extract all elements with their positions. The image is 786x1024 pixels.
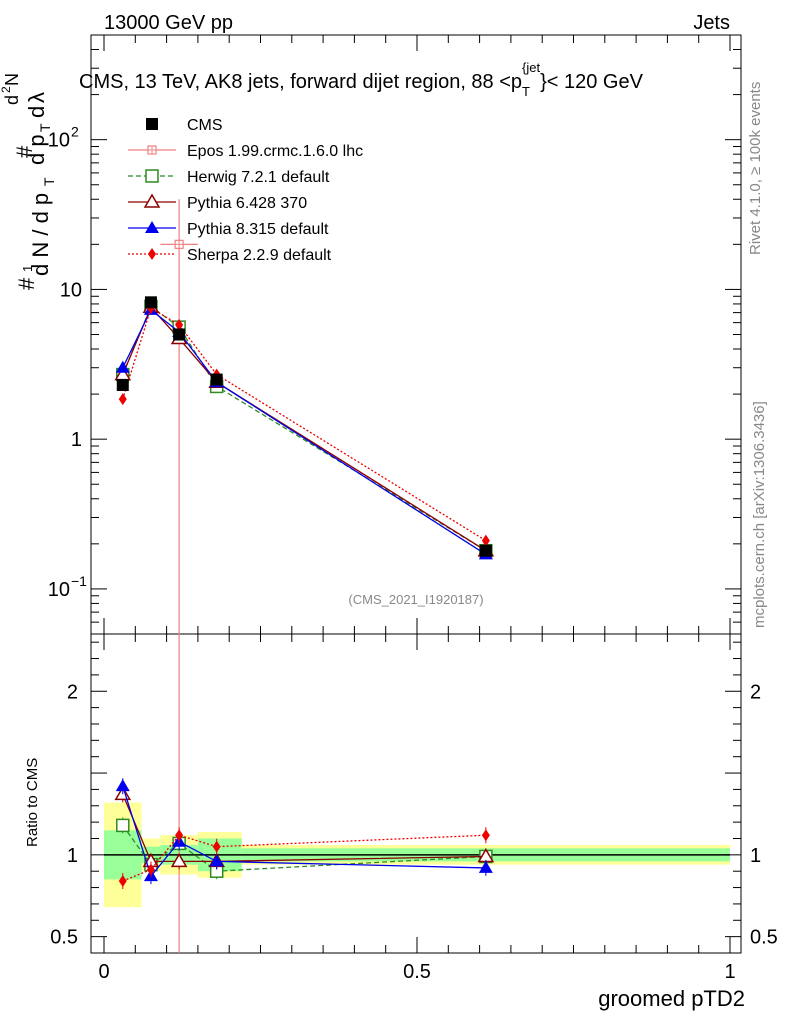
ratio-point-sherpa — [212, 840, 221, 853]
legend-marker — [143, 193, 161, 208]
series-line-pythia — [122, 308, 487, 555]
ratio-point-pythia — [478, 860, 493, 873]
ratio-y-axis-label: Ratio to CMS — [24, 758, 41, 847]
mcplots-label: mcplots.cern.ch [arXiv:1306.3436] — [751, 401, 768, 628]
ratio-point-sherpa — [146, 863, 155, 876]
legend-marker — [145, 221, 159, 233]
x-tick-label: 1 — [724, 961, 735, 983]
y-tick-label-ratio: 2 — [67, 681, 78, 703]
x-axis-label: groomed pTD2 — [598, 986, 745, 1011]
legend-entry: Epos 1.99.crmc.1.6.0 lhc — [128, 143, 363, 160]
svg-text:d N / d p: d N / d p — [28, 193, 53, 276]
data-point-cms — [210, 373, 223, 386]
y-tick-label-ratio-right: 1 — [750, 845, 761, 867]
y-tick-label-main: 10 — [48, 130, 70, 152]
point-sherpa — [175, 318, 184, 331]
svg-text:1: 1 — [20, 265, 35, 272]
legend-entry: Pythia 8.315 default — [128, 221, 329, 238]
y-tick-label-main-exponent: −1 — [71, 573, 87, 589]
y-tick-label-ratio: 0.5 — [50, 927, 78, 949]
rivet-label: Rivet 4.1.0, ≥ 100k events — [747, 82, 764, 255]
y-tick-label-ratio-right: 0.5 — [750, 927, 778, 949]
svg-text:T: T — [37, 123, 53, 132]
svg-text:CMS, 13 TeV, AK8 jets, forward: CMS, 13 TeV, AK8 jets, forward dijet reg… — [79, 60, 644, 99]
main-y-axis-label: # 1 d N / d p T # d p T d λ d 2 N — [0, 73, 57, 290]
svg-text:d p: d p — [24, 134, 49, 165]
legend-entry: Herwig 7.2.1 default — [128, 169, 330, 186]
point-pythia — [115, 360, 130, 373]
legend-marker — [148, 248, 156, 260]
svg-text:N: N — [2, 73, 22, 86]
legend-label: CMS — [187, 117, 223, 134]
legend: CMS Epos 1.99.crmc.1.6.0 lhc Herwig 7.2.1 … — [128, 117, 363, 264]
point-sherpa — [481, 534, 490, 547]
legend-marker — [145, 169, 159, 183]
point-sherpa — [118, 393, 127, 406]
svg-text:λ: λ — [24, 92, 49, 103]
legend-label: Herwig 7.2.1 default — [187, 169, 330, 186]
legend-entry: Pythia 6.428 370 — [128, 193, 307, 212]
ratio-point-sherpa — [118, 875, 127, 888]
svg-text:#: # — [14, 277, 39, 290]
ratio-panel-frame — [90, 633, 742, 954]
ratio-point-pythia — [170, 852, 188, 868]
legend-marker — [147, 145, 157, 155]
svg-text:#: # — [12, 145, 37, 158]
legend-label: Pythia 8.315 default — [187, 221, 329, 238]
point-epos — [174, 239, 184, 249]
chart-title: CMS, 13 TeV, AK8 jets, forward dijet reg… — [79, 60, 644, 99]
y-tick-label-ratio: 1 — [67, 845, 78, 867]
legend-label: Epos 1.99.crmc.1.6.0 lhc — [187, 143, 363, 160]
x-tick-label: 0 — [98, 961, 109, 983]
header-right: Jets — [693, 12, 730, 34]
data-point-cms — [116, 379, 129, 392]
main-panel — [114, 199, 495, 634]
analysis-id: (CMS_2021_I1920187) — [348, 592, 483, 607]
header-left: 13000 GeV pp — [104, 12, 233, 34]
ratio-point-sherpa — [481, 829, 490, 842]
ratio-point-pythia — [209, 854, 224, 867]
data-point-cms — [144, 296, 157, 309]
legend-marker — [146, 118, 158, 130]
x-tick-label: 0.5 — [403, 961, 431, 983]
legend-label: Sherpa 2.2.9 default — [187, 247, 332, 264]
data-point-cms — [479, 544, 492, 557]
svg-text:2: 2 — [0, 86, 13, 93]
y-tick-label-main: 10 — [60, 279, 82, 301]
ratio-point-sherpa — [175, 829, 184, 842]
ratio-point-pythia — [115, 779, 130, 792]
legend-entry: CMS — [146, 117, 223, 134]
y-tick-label-main: 1 — [71, 429, 82, 451]
ratio-point-herwig — [116, 818, 130, 833]
legend-entry: Sherpa 2.2.9 default — [128, 247, 332, 264]
ratio-line-sherpa — [122, 834, 486, 882]
data-point-cms — [173, 328, 186, 341]
svg-text:d: d — [24, 106, 49, 118]
svg-text:d: d — [2, 95, 22, 105]
y-tick-label-main-exponent: 2 — [71, 124, 79, 140]
y-tick-label-main: 10 — [48, 579, 70, 601]
svg-text:T: T — [41, 177, 57, 186]
ratio-panel — [104, 634, 730, 953]
legend-label: Pythia 6.428 370 — [187, 195, 307, 212]
y-tick-label-ratio-right: 2 — [750, 681, 761, 703]
